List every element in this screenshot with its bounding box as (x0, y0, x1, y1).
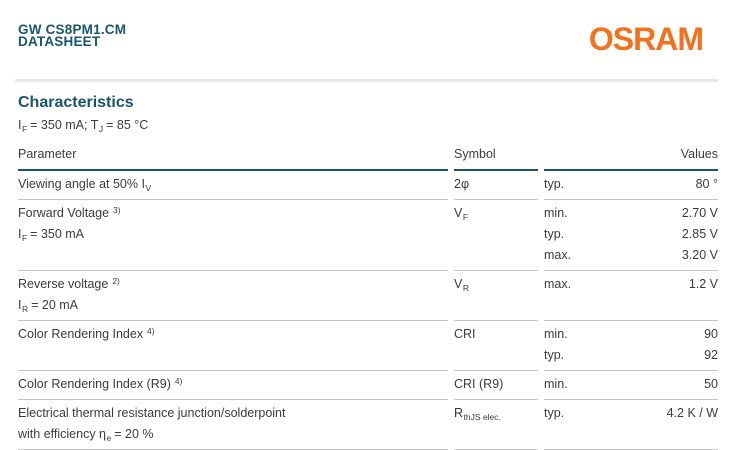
characteristics-table: Parameter Symbol Values Viewing angle at… (18, 147, 718, 450)
table-row: Electrical thermal resistance junction/s… (18, 400, 718, 450)
osram-logo: OSRAM (588, 21, 704, 57)
page-header: GW CS8PM1.CM DATASHEET OSRAM (18, 21, 704, 57)
limit-label: min. (544, 377, 568, 391)
column-header-parameter: Parameter (18, 147, 448, 171)
value-text: 4.2 K / W (666, 406, 718, 420)
values-cell: typ. 4.2 K / W (544, 400, 718, 450)
test-conditions: IF = 350 mA; TJ = 85 °C (18, 118, 149, 134)
parameter-text: Forward Voltage 3) (18, 205, 121, 220)
parameter-cell: Color Rendering Index 4) (18, 321, 448, 371)
values-cell: min. 50 (544, 371, 718, 400)
table-row: Reverse voltage 2) IR = 20 mA VR max. 1.2 … (18, 271, 718, 321)
parameter-cell: Forward Voltage 3) IF = 350 mA (18, 200, 448, 271)
symbol-text: VR (454, 277, 469, 293)
value-entry: typ. 80 ° (544, 174, 718, 195)
limit-label: max. (544, 277, 572, 291)
symbol-text: CRI (R9) (454, 377, 504, 391)
value-text: 2.70 V (681, 206, 718, 220)
parameter-cell: Viewing angle at 50% IV (18, 171, 448, 200)
doc-type-label: DATASHEET (18, 34, 101, 49)
parameter-text: Reverse voltage 2) (18, 276, 120, 291)
value-entry: typ. 92 (544, 345, 718, 366)
limit-label: max. (544, 248, 572, 262)
values-cell: max. 1.2 V (544, 271, 718, 321)
limit-label: typ. (544, 177, 565, 191)
value-text: 92 (704, 348, 718, 362)
parameter-text: Viewing angle at 50% IV (18, 177, 152, 193)
product-title: GW CS8PM1.CM (18, 22, 127, 37)
value-entry: typ. 4.2 K / W (544, 403, 718, 424)
datasheet-page: { "colors": { "accent": "#18556F", "bran… (15, 21, 718, 450)
symbol-cell: 2φ (454, 171, 538, 200)
parameter-text: Electrical thermal resistance junction/s… (18, 406, 286, 420)
value-text: 3.20 V (681, 248, 718, 262)
value-entry: typ. 2.85 V (544, 224, 718, 245)
limit-label: min. (544, 327, 568, 341)
value-text: 90 (704, 327, 718, 341)
symbol-text: 2φ (454, 177, 470, 191)
symbol-cell: CRI (454, 321, 538, 371)
parameter-text: IF = 350 mA (18, 227, 85, 243)
parameter-cell: Reverse voltage 2) IR = 20 mA (18, 271, 448, 321)
symbol-cell: RthJS elec. (454, 400, 538, 450)
table-row: Color Rendering Index 4) CRI min. 90 typ. 9… (18, 321, 718, 371)
symbol-text: CRI (454, 327, 476, 341)
parameter-text: Color Rendering Index 4) (18, 326, 155, 341)
table-body: Viewing angle at 50% IV 2φ typ. 80 ° Forw… (18, 171, 718, 450)
title-block: GW CS8PM1.CM DATASHEET (18, 22, 127, 49)
values-cell: min. 2.70 V typ. 2.85 V max. 3.20 V (544, 200, 718, 271)
parameter-cell: Electrical thermal resistance junction/s… (18, 400, 448, 450)
value-entry: max. 3.20 V (544, 245, 718, 266)
parameter-text: IR = 20 mA (18, 298, 78, 314)
table-row: Viewing angle at 50% IV 2φ typ. 80 ° (18, 171, 718, 200)
characteristics-section: Characteristics IF = 350 mA; TJ = 85 °C … (18, 94, 718, 450)
parameter-text: Color Rendering Index (R9) 4) (18, 376, 183, 391)
value-entry: min. 2.70 V (544, 203, 718, 224)
table-row: Color Rendering Index (R9) 4) CRI (R9) m… (18, 371, 718, 400)
value-entry: max. 1.2 V (544, 274, 718, 295)
column-header-values: Values (544, 147, 718, 171)
limit-label: typ. (544, 406, 565, 420)
symbol-text: RthJS elec. (454, 406, 501, 422)
value-text: 50 (704, 377, 718, 391)
header-divider (15, 79, 718, 82)
value-entry: min. 90 (544, 324, 718, 345)
symbol-text: VF (454, 206, 469, 222)
symbol-cell: VR (454, 271, 538, 321)
limit-label: min. (544, 206, 568, 220)
limit-label: typ. (544, 227, 565, 241)
table-row: Forward Voltage 3) IF = 350 mA VF min. 2.7… (18, 200, 718, 271)
value-text: 2.85 V (681, 227, 718, 241)
parameter-text: with efficiency ηe = 20 % (18, 427, 154, 443)
column-header-symbol: Symbol (454, 147, 538, 171)
symbol-cell: VF (454, 200, 538, 271)
value-text: 80 ° (695, 177, 718, 191)
symbol-cell: CRI (R9) (454, 371, 538, 400)
values-cell: typ. 80 ° (544, 171, 718, 200)
table-header-row: Parameter Symbol Values (18, 147, 718, 171)
value-entry: min. 50 (544, 374, 718, 395)
values-cell: min. 90 typ. 92 (544, 321, 718, 371)
section-title: Characteristics (18, 94, 134, 111)
value-text: 1.2 V (688, 277, 718, 291)
limit-label: typ. (544, 348, 565, 362)
parameter-cell: Color Rendering Index (R9) 4) (18, 371, 448, 400)
